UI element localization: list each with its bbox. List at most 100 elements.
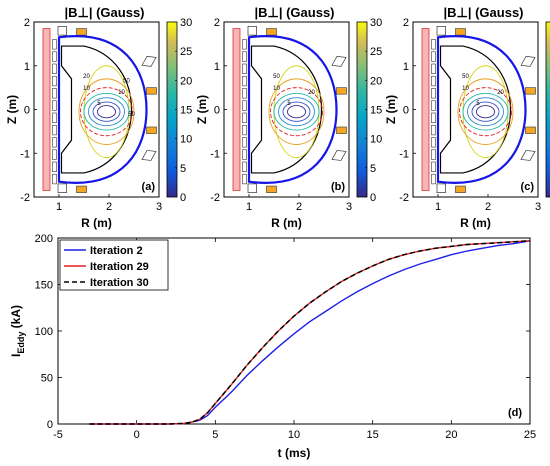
pf-coil [146, 126, 157, 134]
contour-panel-c: |B⊥| (Gauss) -2 -1 0 1 2 1 2 3 R (m) Z (m) 5 10 20 50 (… [384, 5, 550, 230]
y-tick-label: 0 [24, 105, 30, 117]
central-solenoid [421, 28, 430, 191]
inner-coil [242, 137, 247, 148]
first-wall [60, 45, 133, 174]
contour-label: 5 [476, 101, 480, 107]
contour-line [268, 78, 325, 145]
contour-label: 50 [128, 112, 135, 118]
x-tick-label: 2 [296, 201, 302, 213]
x-tick-label: 1 [246, 201, 252, 213]
y-tick-label: 0 [214, 105, 220, 117]
panel-tag: (c) [521, 181, 535, 193]
y-tick-label: 1 [24, 61, 30, 73]
x-axis-label: R (m) [271, 216, 302, 230]
first-wall [250, 45, 323, 174]
panel-title: |B⊥| (Gauss) [444, 5, 524, 20]
diamond-coil [520, 150, 536, 161]
inner-coil [431, 100, 436, 111]
contour-line [278, 97, 315, 127]
contour-label: 20 [497, 90, 504, 96]
panel-tag: (a) [142, 181, 156, 193]
inner-coil [52, 124, 57, 136]
pf-coil [76, 28, 87, 36]
y-tick-label: 1 [403, 61, 409, 73]
vacuum-vessel [247, 35, 338, 184]
x-tick-label: 1 [435, 201, 441, 213]
y-tick-label: -1 [20, 148, 30, 160]
central-solenoid [232, 28, 241, 191]
inner-coil [242, 124, 247, 136]
panel-tag: (b) [331, 181, 345, 193]
x-tick-label: 2 [485, 201, 491, 213]
inner-coil [242, 88, 247, 99]
vacuum-vessel [436, 35, 527, 184]
inner-coil [242, 75, 247, 87]
colorbar-tick-label: 0 [180, 192, 186, 204]
inner-coil [52, 137, 57, 148]
central-solenoid [42, 28, 51, 191]
inner-coil [242, 173, 247, 185]
legend-label: Iteration 2 [90, 245, 143, 257]
y-tick-label: -2 [20, 192, 30, 204]
vacuum-vessel [57, 35, 148, 184]
contour-label: 10 [273, 86, 280, 92]
inner-coil [52, 100, 57, 111]
series-line-iteration-30 [89, 240, 531, 425]
x-tick-label: 10 [288, 429, 300, 441]
inner-coil [52, 39, 57, 50]
inner-coil [431, 51, 436, 62]
inner-coil [52, 149, 57, 160]
inner-coil [52, 173, 57, 185]
colorbar-tick-label: 25 [370, 46, 382, 58]
x-axis-label: R (m) [460, 216, 491, 230]
pf-coil [525, 126, 536, 134]
colorbar-tick-label: 10 [180, 134, 192, 146]
contour-line [471, 101, 500, 122]
y-tick-label: 2 [403, 17, 409, 29]
upper-divertor-coil [247, 26, 257, 36]
inner-coil [431, 39, 436, 50]
pf-coil [525, 87, 536, 95]
colorbar-tick-label: 15 [370, 105, 382, 117]
inner-coil [431, 63, 436, 74]
colorbar-tick-label: 20 [180, 75, 192, 87]
pf-coil [455, 28, 466, 36]
x-axis-label: t (ms) [278, 446, 311, 460]
y-axis-label: Z (m) [195, 95, 209, 124]
contour-line [78, 78, 135, 145]
inner-coil [52, 88, 57, 99]
pf-coil [266, 185, 277, 193]
y-tick-label: -2 [210, 192, 220, 204]
inner-coil [242, 112, 247, 123]
contour-label: 10 [118, 90, 125, 96]
y-tick-label: 1 [214, 61, 220, 73]
upper-divertor-coil [436, 26, 446, 36]
y-tick-label: -1 [399, 148, 409, 160]
contour-label: 50 [462, 74, 469, 80]
x-tick-label: 3 [346, 201, 352, 213]
legend: Iteration 2 Iteration 29 Iteration 30 [59, 239, 169, 291]
pf-coil [76, 185, 87, 193]
x-tick-label: 20 [445, 429, 457, 441]
contour-label: 5 [97, 101, 101, 107]
inner-coil [52, 161, 57, 172]
inner-coil [431, 149, 436, 160]
first-wall [439, 45, 512, 174]
colorbar-tick-label: 5 [180, 163, 186, 175]
legend-label: Iteration 30 [90, 277, 149, 289]
y-tick-label: 2 [24, 17, 30, 29]
y-tick-label: 0 [403, 105, 409, 117]
x-tick-label: 0 [134, 429, 140, 441]
legend-label: Iteration 29 [90, 261, 149, 273]
y-axis-label: IEddy (kA) [9, 305, 26, 357]
diamond-coil [141, 56, 157, 67]
contour-line [92, 101, 121, 122]
contour-line [83, 92, 130, 131]
colorbar-tick-label: 10 [370, 134, 382, 146]
colorbar-tick-label: 5 [370, 163, 376, 175]
lower-divertor-coil [247, 183, 257, 193]
diamond-coil [331, 56, 347, 67]
y-tick-label: 2 [214, 17, 220, 29]
